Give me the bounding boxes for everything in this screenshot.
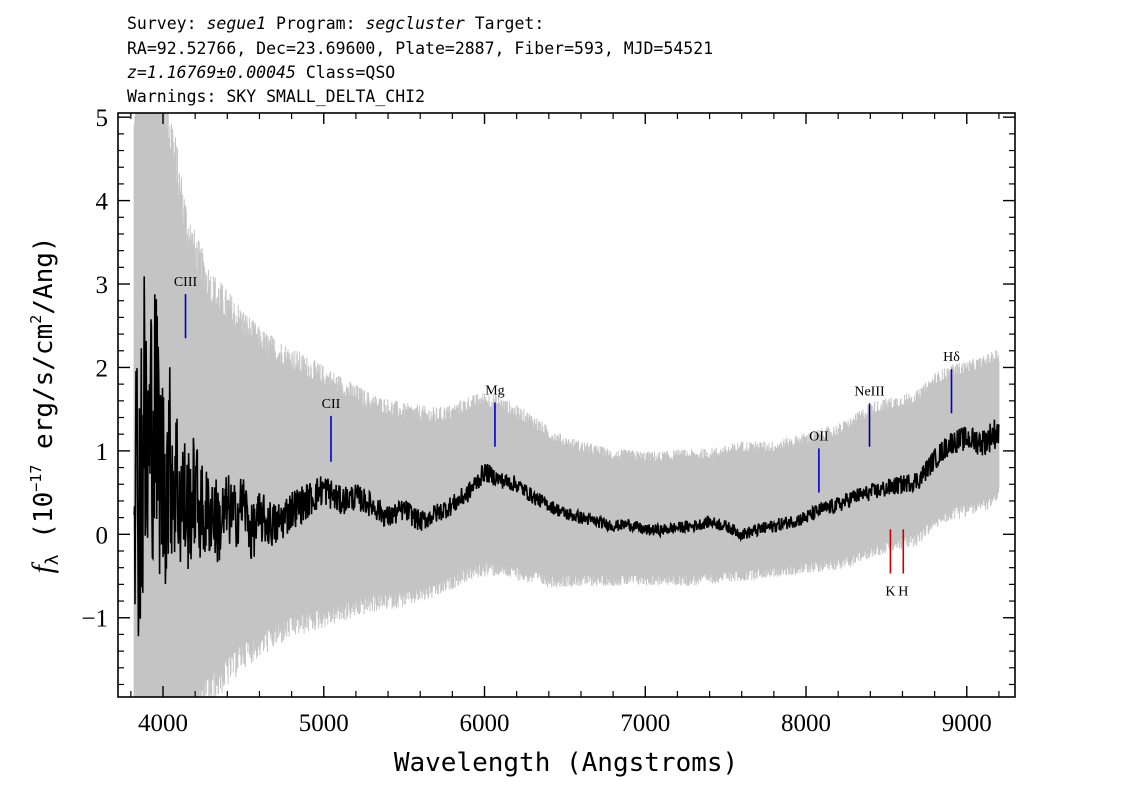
y-label-pre: (10 (29, 492, 59, 555)
emission-label-2: Mg (485, 383, 504, 398)
x-tick-label: 7000 (620, 710, 670, 737)
class-value: Class=QSO (296, 63, 395, 82)
header-line-1: Survey: segue1 Program: segcluster Targe… (127, 14, 544, 33)
y-axis: −1 0 1 2 3 4 5 (81, 105, 1015, 686)
spectral-lines: CIII CII Mg OII NeIII Hδ K H (174, 275, 960, 599)
target-label: Target: (465, 14, 544, 33)
survey-value: segue1 (206, 14, 266, 33)
y-tick-label: 2 (96, 355, 109, 382)
survey-label: Survey: (127, 14, 206, 33)
x-axis: 4000 5000 6000 7000 8000 9000 (130, 113, 1000, 737)
y-axis-label: fλ (10−17 erg/s/cm2/Ang) (26, 236, 63, 573)
emission-label-1: CII (322, 397, 341, 412)
y-tick-label: 4 (96, 189, 109, 216)
header-line-3: z=1.16769±0.00045 Class=QSO (127, 63, 395, 82)
header-line-2: RA=92.52766, Dec=23.69600, Plate=2887, F… (127, 39, 713, 58)
x-tick-label: 6000 (460, 710, 510, 737)
absorption-label-1: H (898, 585, 908, 600)
y-label-sub: λ (42, 554, 63, 565)
plot-content (133, 113, 1000, 697)
x-tick-label: 8000 (781, 710, 831, 737)
header: Survey: segue1 Program: segcluster Targe… (127, 14, 713, 106)
y-tick-label: 0 (96, 522, 109, 549)
emission-label-3: OII (809, 429, 829, 444)
y-tick-label: 3 (96, 272, 109, 299)
program-value: segcluster (365, 14, 464, 33)
emission-label-0: CIII (174, 275, 198, 290)
x-tick-label: 5000 (299, 710, 349, 737)
emission-label-4: NeIII (854, 384, 885, 399)
y-label-exp2: 2 (27, 315, 45, 324)
redshift-value: z=1.16769±0.00045 (127, 63, 296, 82)
header-line-4: Warnings: SKY SMALL_DELTA_CHI2 (127, 87, 425, 106)
x-tick-label: 9000 (942, 710, 992, 737)
x-axis-label: Wavelength (Angstroms) (394, 748, 738, 778)
program-label: Program: (266, 14, 365, 33)
y-label-post: /Ang) (29, 236, 59, 314)
plot-frame (117, 112, 1016, 698)
y-label-mid: erg/s/cm (29, 324, 59, 465)
y-tick-label: 5 (96, 105, 109, 132)
emission-label-5: Hδ (943, 350, 960, 365)
flux-series-line (133, 276, 1000, 637)
y-tick-label: −1 (81, 606, 108, 633)
y-label-exp: −17 (27, 465, 45, 492)
absorption-label-0: K (885, 585, 895, 600)
x-tick-label: 4000 (138, 710, 188, 737)
y-tick-label: 1 (96, 439, 109, 466)
